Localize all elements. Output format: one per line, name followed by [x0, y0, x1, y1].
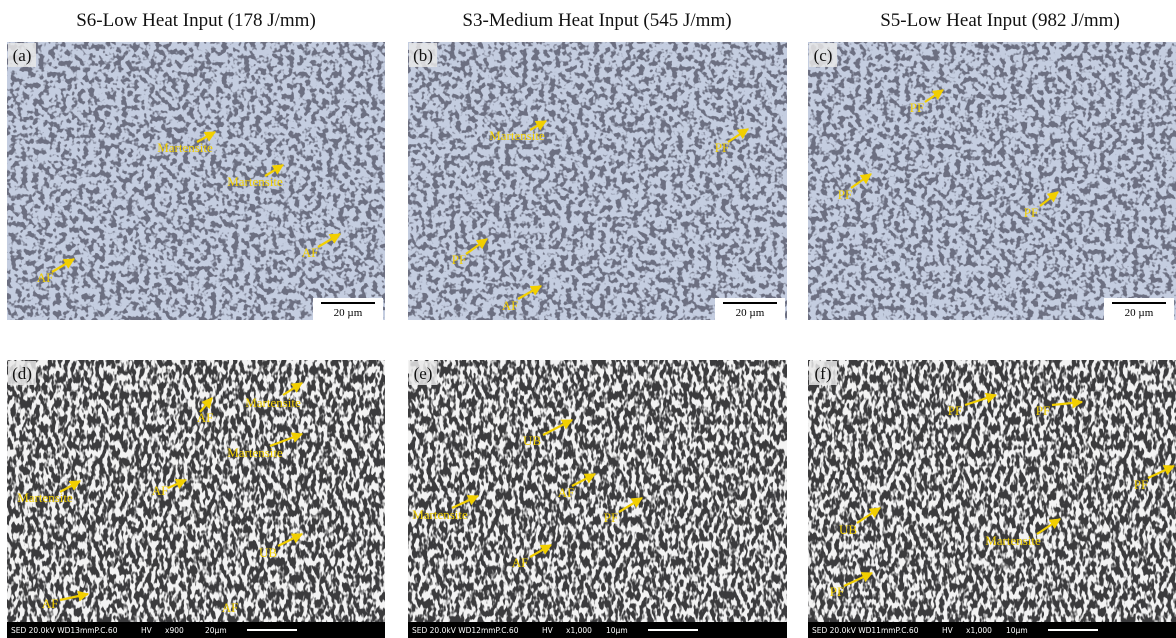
- annotation: PF: [452, 252, 466, 267]
- info-magnification: x1,000: [566, 626, 592, 635]
- info-scale: 10µm: [1006, 626, 1028, 635]
- annotation: Martensite: [17, 490, 73, 505]
- annotation: Martensite: [157, 140, 213, 155]
- micrograph-texture: [7, 42, 385, 320]
- micrograph-panel: (a) Martensite Martensite AF AF 20 µm: [7, 42, 385, 320]
- annotation: PF: [715, 140, 729, 155]
- micrograph-panel: (d) AF Martensite Martensite Martensite AF UB A…: [7, 360, 385, 638]
- annotation: PF: [1036, 403, 1050, 418]
- column-title: S5-Low Heat Input (982 J/mm): [880, 10, 1120, 31]
- scale-bar-label: 20 µm: [736, 307, 765, 319]
- micrograph-panel: (e) UB AF Martensite PF AF SED 20.0kV WD12mmP.…: [408, 360, 787, 638]
- scale-bar-label: 20 µm: [334, 307, 363, 319]
- micrograph-texture: [808, 360, 1176, 638]
- annotation: Martensite: [412, 507, 468, 522]
- panel-label: (d): [12, 364, 32, 383]
- annotation: PF: [604, 510, 618, 525]
- info-scale: 10µm: [606, 626, 628, 635]
- micrograph-texture: [808, 42, 1176, 320]
- info-settings: SED 20.0kV WD11mmP.C.60: [812, 626, 919, 635]
- annotation: PF: [838, 187, 852, 202]
- micrograph-texture: [408, 360, 787, 638]
- micrograph-texture: [408, 42, 787, 320]
- annotation: PF: [1134, 477, 1148, 492]
- annotation: AF: [502, 298, 519, 313]
- annotation: UB: [839, 522, 857, 537]
- scale-bar-label: 20 µm: [1125, 307, 1154, 319]
- annotation: Martensite: [227, 174, 283, 189]
- panel-label: (b): [413, 46, 433, 65]
- micrograph-panel: (c) PF PF PF 20 µm: [808, 42, 1176, 320]
- panel-label: (a): [13, 46, 32, 65]
- panel-label: (e): [414, 364, 433, 383]
- annotation: AF: [42, 596, 59, 611]
- info-hv: HV: [141, 626, 153, 635]
- column-title: S6-Low Heat Input (178 J/mm): [76, 10, 316, 31]
- annotation: UB: [259, 545, 277, 560]
- info-hv: HV: [942, 626, 954, 635]
- annotation: AF: [152, 483, 169, 498]
- info-magnification: x900: [165, 626, 184, 635]
- info-magnification: x1,000: [966, 626, 992, 635]
- annotation: PF: [1024, 205, 1038, 220]
- annotation: UB: [523, 433, 541, 448]
- info-settings: SED 20.0kV WD13mmP.C.60: [11, 626, 118, 635]
- annotation: AF: [37, 270, 54, 285]
- info-settings: SED 20.0kV WD12mmP.C.60: [412, 626, 519, 635]
- annotation: PF: [948, 403, 962, 418]
- annotation: AF: [512, 555, 529, 570]
- annotation: AF: [558, 485, 575, 500]
- panel-label: (c): [814, 46, 833, 65]
- annotation: Martensite: [985, 533, 1041, 548]
- annotation: Martensite: [227, 445, 283, 460]
- annotation: PF: [830, 584, 844, 599]
- annotation: AF: [222, 600, 239, 615]
- info-scale: 20µm: [205, 626, 227, 635]
- column-title: S3-Medium Heat Input (545 J/mm): [462, 10, 731, 31]
- annotation: Martensite: [489, 128, 545, 143]
- annotation: AF: [302, 245, 319, 260]
- micrograph-panel: (b) Martensite PF PF AF 20 µm: [408, 42, 787, 320]
- info-hv: HV: [542, 626, 554, 635]
- panel-label: (f): [815, 364, 832, 383]
- figure: S6-Low Heat Input (178 J/mm) S3-Medium He…: [0, 0, 1176, 638]
- annotation: Martensite: [245, 395, 301, 410]
- annotation: AF: [197, 410, 214, 425]
- micrograph-panel: (f) PF PF PF UB Martensite PF SED 20.0kV WD11mm…: [808, 360, 1176, 638]
- annotation: PF: [910, 100, 924, 115]
